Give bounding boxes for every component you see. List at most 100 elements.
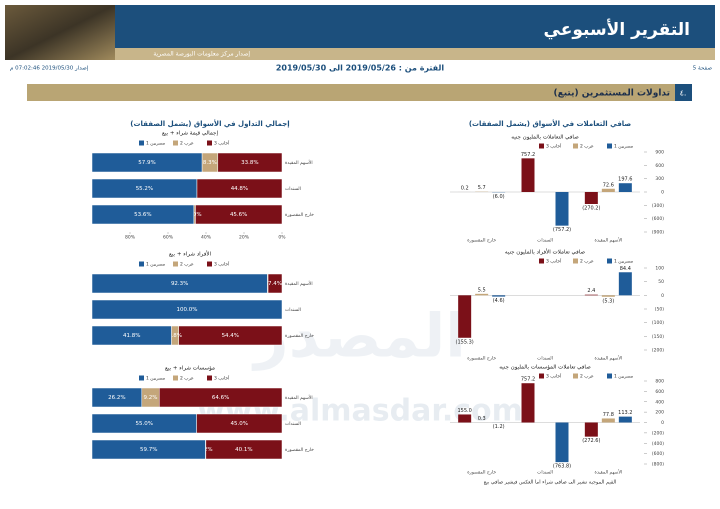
- legend-swatch: [207, 261, 212, 267]
- legend-swatch: [573, 143, 578, 149]
- value-label: 72.6: [603, 182, 614, 188]
- y-tick-label: 800: [655, 379, 664, 385]
- value-label: 41.8%: [123, 333, 140, 339]
- legend-swatch: [607, 143, 612, 149]
- y-tick-label: (300): [652, 203, 664, 209]
- legend-label: مصريين 1: [614, 144, 634, 150]
- chart-title: صافي تعاملات المؤسسات بالمليون جنيه: [499, 365, 591, 371]
- bar: [521, 383, 535, 423]
- y-tick-label: 400: [655, 399, 664, 405]
- legend-label: أجانب 3: [214, 261, 229, 268]
- watermark-logo: المصدر: [251, 302, 466, 372]
- legend-label: عرب 2: [580, 144, 594, 150]
- legend-swatch: [573, 258, 578, 264]
- value-label: 77.8: [603, 412, 614, 418]
- legend-swatch: [607, 258, 612, 264]
- bar: [601, 418, 615, 423]
- category-label: السندات: [537, 357, 553, 362]
- value-label: 757.2: [521, 377, 535, 383]
- y-tick-label: 0: [661, 190, 664, 196]
- value-label: 44.8%: [231, 186, 248, 192]
- header-subtitle: إصدار مركز معلومات البورصة المصرية: [153, 51, 250, 58]
- value-label: 3.8%: [168, 333, 182, 339]
- legend-swatch: [539, 373, 544, 379]
- chart-title: إجمالي قيمة شراء + بيع: [162, 131, 218, 137]
- bar: [492, 295, 506, 297]
- bar-segment: [91, 178, 198, 199]
- value-label: 40.1%: [235, 447, 252, 453]
- legend-swatch: [173, 261, 178, 267]
- period: الفترة من : 2019/05/26 الى 2019/05/30: [276, 64, 445, 73]
- value-label: 1.0%: [188, 212, 202, 218]
- row-label: خارج المقصورة: [285, 213, 314, 218]
- section-badge: [675, 84, 692, 101]
- y-tick-label: (600): [652, 451, 664, 457]
- row-label: السندات: [285, 422, 301, 427]
- value-label: 9.2%: [144, 395, 158, 401]
- legend-swatch: [207, 140, 212, 146]
- chart-title: مؤسسات شراء + بيع: [165, 366, 215, 372]
- category-label: الأسهم المقيدة: [594, 469, 622, 476]
- section-number: ٤.: [680, 89, 687, 98]
- legend-label: مصريين 1: [146, 262, 166, 268]
- legend-swatch: [607, 373, 612, 379]
- legend-swatch: [173, 375, 178, 381]
- legend-label: مصريين 1: [614, 259, 634, 265]
- value-label: 53.6%: [134, 212, 151, 218]
- value-label: 7.4%: [268, 281, 282, 287]
- legend-label: عرب 2: [180, 262, 194, 268]
- legend-label: مصريين 1: [146, 141, 166, 147]
- value-label: 45.0%: [231, 421, 248, 427]
- value-label: 26.2%: [108, 395, 125, 401]
- value-label: (4.6): [493, 298, 505, 304]
- value-label: 0.3: [478, 416, 486, 422]
- bar: [584, 422, 598, 437]
- legend-swatch: [539, 143, 544, 149]
- bar-segment: [91, 204, 195, 225]
- value-label: 5.5: [478, 287, 486, 293]
- value-label: 55.0%: [136, 421, 153, 427]
- page-number: صفحة 5: [693, 66, 713, 72]
- value-label: 0.2: [461, 185, 469, 191]
- value-label: 59.7%: [140, 447, 157, 453]
- y-tick-label: (800): [652, 462, 664, 468]
- note: القيم الموجبة تشير الى صافي شراء اما الع…: [484, 480, 617, 486]
- legend-label: أجانب 3: [546, 373, 561, 380]
- value-label: 92.3%: [171, 281, 188, 287]
- value-label: (763.8): [553, 464, 571, 470]
- value-label: (272.6): [582, 438, 600, 444]
- row-label: خارج المقصورة: [285, 448, 314, 453]
- x-tick-label: 40%: [201, 235, 212, 241]
- value-label: 54.4%: [222, 333, 239, 339]
- y-tick-label: 900: [655, 150, 664, 156]
- category-label: الأسهم المقيدة: [594, 237, 622, 244]
- legend-label: عرب 2: [580, 374, 594, 380]
- value-label: (5.3): [602, 298, 614, 304]
- legend-swatch: [139, 375, 144, 381]
- value-label: 57.9%: [138, 160, 155, 166]
- bar-segment: [91, 413, 197, 434]
- legend-label: عرب 2: [580, 259, 594, 265]
- category-label: الأسهم المقيدة: [594, 355, 622, 362]
- value-label: 100.0%: [177, 307, 198, 313]
- y-tick-label: 600: [655, 389, 664, 395]
- value-label: 197.6: [618, 177, 632, 183]
- value-label: 45.6%: [230, 212, 247, 218]
- category-label: السندات: [537, 471, 553, 476]
- bar-segment: [91, 439, 206, 460]
- header-title: التقرير الأسبوعي: [544, 19, 690, 40]
- bar: [601, 188, 615, 192]
- bar: [458, 414, 472, 423]
- legend-label: مصريين 1: [146, 376, 166, 382]
- header-strip: [115, 48, 715, 60]
- y-tick-label: (50): [655, 307, 664, 313]
- bar-segment: [91, 387, 143, 408]
- section-title: تداولات المستثمرين (يتبع): [554, 89, 671, 99]
- legend-label: أجانب 3: [546, 258, 561, 265]
- y-tick-label: (100): [652, 320, 664, 326]
- y-tick-label: 200: [655, 410, 664, 416]
- value-label: (757.2): [553, 227, 571, 233]
- y-tick-label: (900): [652, 230, 664, 236]
- y-tick-label: (400): [652, 441, 664, 447]
